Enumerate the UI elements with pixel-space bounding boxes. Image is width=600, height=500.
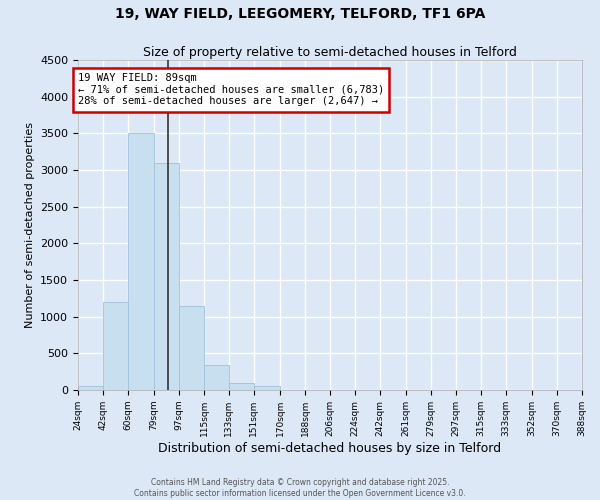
Bar — [154, 162, 179, 390]
Bar — [204, 365, 229, 390]
Text: 19, WAY FIELD, LEEGOMERY, TELFORD, TF1 6PA: 19, WAY FIELD, LEEGOMERY, TELFORD, TF1 6… — [115, 8, 485, 22]
Bar — [179, 306, 204, 390]
Bar — [78, 386, 103, 390]
Text: 19 WAY FIELD: 89sqm
← 71% of semi-detached houses are smaller (6,783)
28% of sem: 19 WAY FIELD: 89sqm ← 71% of semi-detach… — [78, 73, 384, 106]
Title: Size of property relative to semi-detached houses in Telford: Size of property relative to semi-detach… — [143, 46, 517, 59]
Bar — [128, 134, 154, 390]
Bar — [229, 382, 254, 390]
Text: Contains HM Land Registry data © Crown copyright and database right 2025.
Contai: Contains HM Land Registry data © Crown c… — [134, 478, 466, 498]
Y-axis label: Number of semi-detached properties: Number of semi-detached properties — [25, 122, 35, 328]
X-axis label: Distribution of semi-detached houses by size in Telford: Distribution of semi-detached houses by … — [158, 442, 502, 454]
Bar — [254, 386, 280, 390]
Bar — [103, 302, 128, 390]
